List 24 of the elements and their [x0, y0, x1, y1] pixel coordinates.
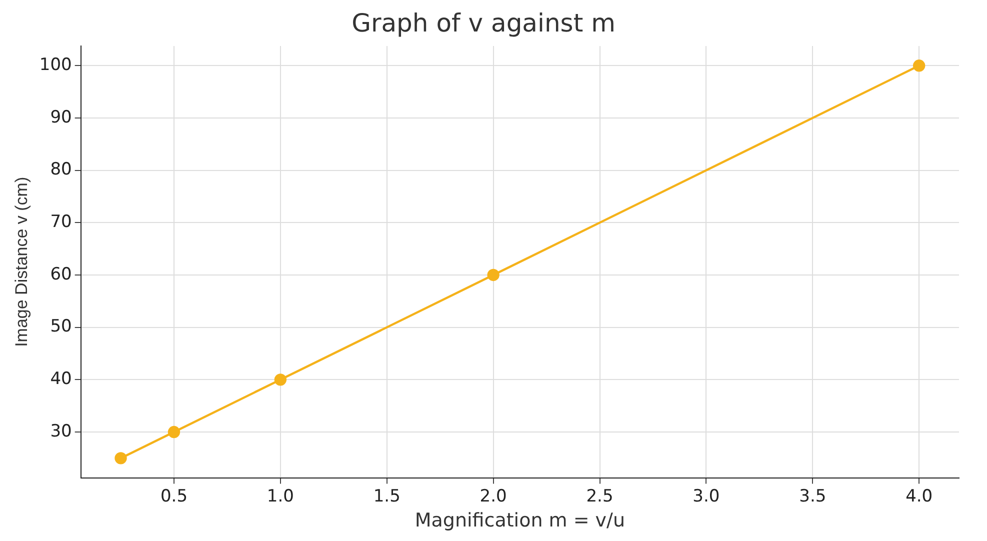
point [168, 426, 180, 438]
y-tick-label: 50 [50, 316, 72, 337]
y-tick-label: 100 [39, 55, 72, 76]
y-tick-label: 70 [50, 212, 72, 232]
x-axis-title: Magnification m = v/u [414, 510, 625, 532]
y-tick-label: 80 [50, 160, 72, 180]
x-tick-label: 2.5 [586, 486, 614, 506]
x-tick-label: 1.0 [266, 486, 294, 506]
point [912, 60, 926, 72]
y-tick-label: 30 [50, 421, 72, 442]
x-tick-label: 3.5 [799, 486, 826, 506]
point [487, 268, 500, 282]
chart-title: Graph of v against m [352, 8, 616, 38]
x-tick-label: 2.0 [480, 486, 507, 506]
x-tick-label: 0.5 [160, 486, 188, 506]
point [114, 452, 127, 464]
y-axis-title: Image Distance v (cm) [12, 176, 31, 347]
y-tick-label: 40 [50, 369, 72, 390]
y-tick-label: 60 [50, 264, 72, 284]
point [274, 374, 287, 386]
y-tick-label: 90 [50, 107, 72, 128]
x-tick-label: 3.0 [692, 486, 720, 506]
x-tick-label: 4.0 [906, 486, 933, 506]
x-tick-label: 1.5 [373, 486, 400, 506]
